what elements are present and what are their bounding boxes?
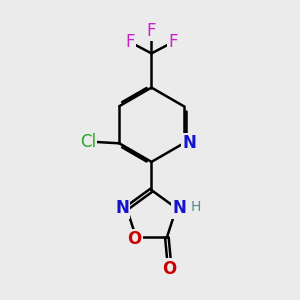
Text: F: F: [168, 33, 178, 51]
Text: N: N: [172, 199, 186, 217]
Text: H: H: [190, 200, 201, 214]
Text: O: O: [128, 230, 142, 248]
Text: F: F: [125, 33, 135, 51]
Text: O: O: [162, 260, 176, 278]
Text: N: N: [115, 199, 129, 217]
Text: Cl: Cl: [80, 133, 96, 151]
Text: N: N: [182, 134, 196, 152]
Text: F: F: [147, 22, 156, 40]
